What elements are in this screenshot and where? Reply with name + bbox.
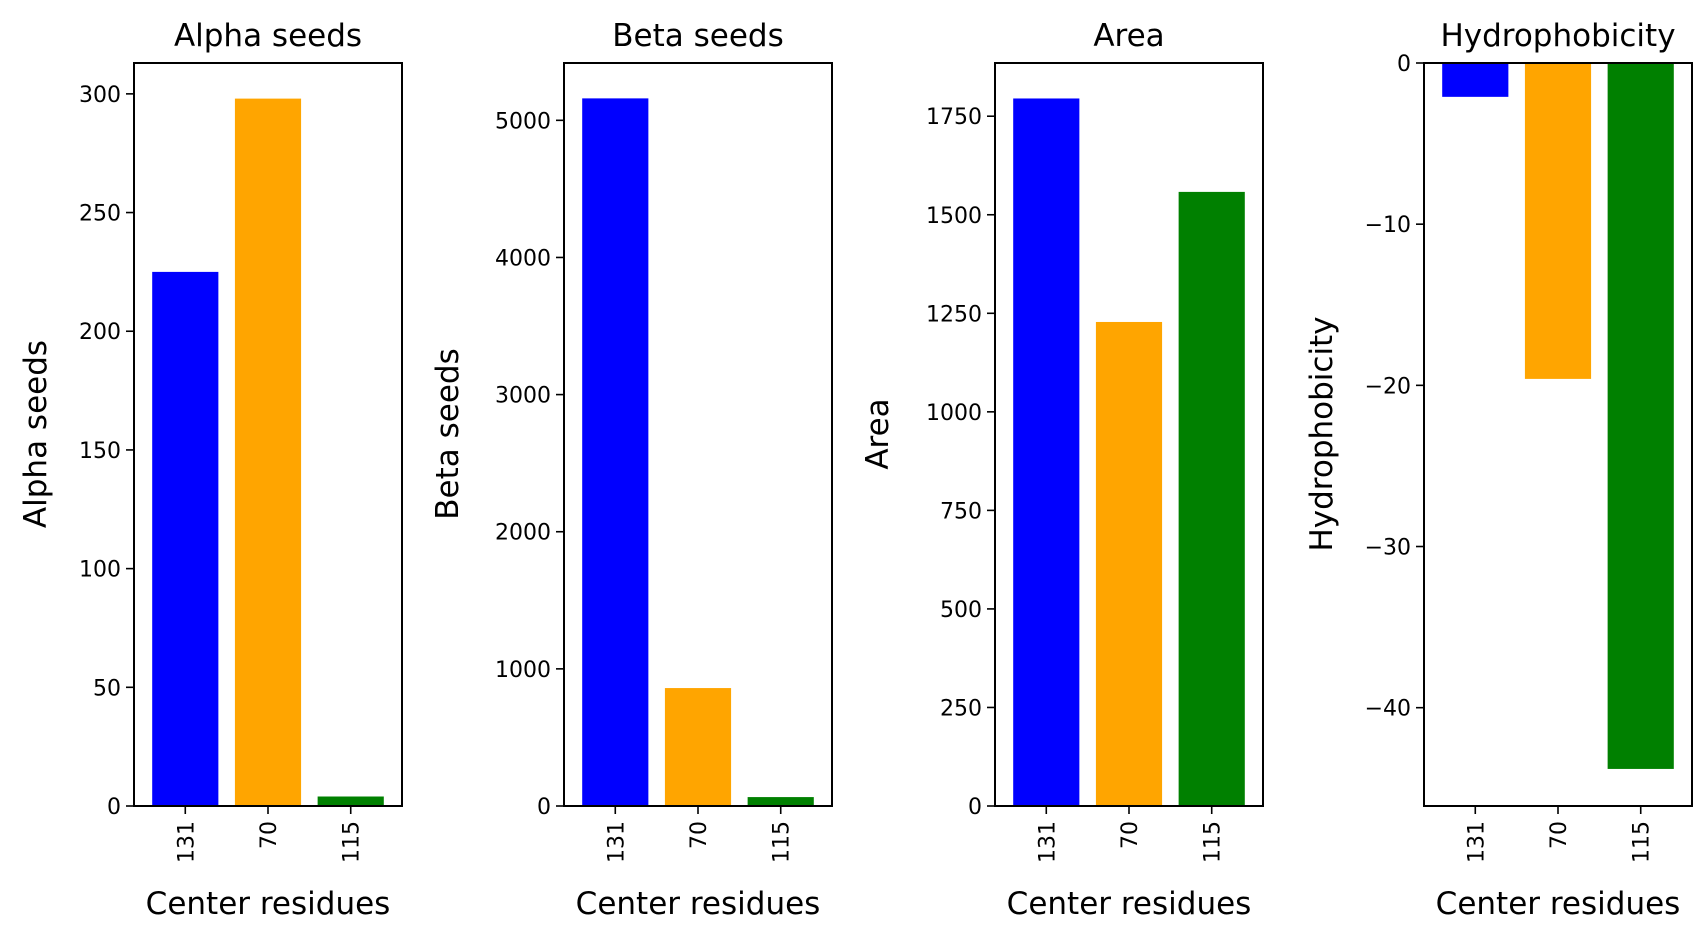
- y-tick-label: −10: [1365, 213, 1411, 238]
- x-axis-label: Center residues: [576, 886, 821, 922]
- subplot-title: Beta seeds: [612, 18, 783, 54]
- y-tick-label: 1750: [926, 105, 982, 130]
- x-tick-label: 115: [1201, 821, 1226, 863]
- y-tick-label: 1250: [926, 302, 982, 327]
- y-tick-label: 5000: [495, 109, 551, 134]
- x-axis-label: Center residues: [1007, 886, 1252, 922]
- y-tick-label: 0: [107, 795, 121, 820]
- bar-131: [582, 98, 649, 806]
- subplot-hydrophobicity: Hydrophobicity Hydrophobicity Center res…: [1304, 18, 1693, 922]
- y-axis-label: Alpha seeds: [18, 340, 54, 528]
- y-tick-label: 0: [537, 795, 551, 820]
- x-tick-label: 115: [770, 821, 795, 863]
- x-tick-label: 70: [257, 821, 282, 849]
- y-tick-label: 750: [940, 499, 982, 524]
- bar-131: [1442, 63, 1509, 97]
- bar-131: [1013, 98, 1080, 807]
- y-tick-label: −20: [1365, 374, 1411, 399]
- subplot-title: Area: [1093, 18, 1164, 54]
- y-tick-label: 300: [79, 83, 121, 108]
- y-tick-label: 1000: [926, 401, 982, 426]
- y-tick-label: 4000: [495, 246, 551, 271]
- bar-115: [317, 796, 384, 806]
- x-tick-label: 70: [687, 821, 712, 849]
- y-axis-label: Area: [860, 398, 896, 469]
- bar-115: [747, 797, 814, 806]
- x-axis-label: Center residues: [146, 886, 391, 922]
- x-axis-label: Center residues: [1436, 886, 1681, 922]
- bar-70: [664, 688, 732, 806]
- y-tick-label: 0: [1397, 52, 1411, 77]
- subplot-title: Hydrophobicity: [1440, 18, 1675, 54]
- bar-131: [152, 271, 219, 807]
- y-tick-label: 100: [79, 558, 121, 583]
- bar-70: [234, 98, 302, 806]
- y-tick-label: 1500: [926, 204, 982, 229]
- y-axis-label: Hydrophobicity: [1304, 316, 1340, 551]
- y-axis-label: Beta seeds: [430, 348, 466, 519]
- subplot-area: Area Area Center residues 0 250 500 750 1000…: [860, 18, 1264, 922]
- x-tick-label: 70: [1118, 821, 1143, 849]
- bar-70: [1524, 63, 1592, 379]
- y-tick-label: 2000: [495, 521, 551, 546]
- y-tick-label: 3000: [495, 384, 551, 409]
- y-tick-label: 0: [968, 795, 982, 820]
- bar-70: [1095, 321, 1163, 806]
- x-tick-label: 131: [1035, 821, 1060, 863]
- y-tick-label: −40: [1365, 697, 1411, 722]
- subplot-title: Alpha seeds: [174, 18, 362, 54]
- x-tick-label: 115: [340, 821, 365, 863]
- y-tick-label: 500: [940, 598, 982, 623]
- bar-115: [1607, 63, 1674, 769]
- x-tick-label: 131: [174, 821, 199, 863]
- x-tick-label: 70: [1547, 821, 1572, 849]
- x-tick-label: 131: [1464, 821, 1489, 863]
- x-tick-label: 115: [1630, 821, 1655, 863]
- y-tick-label: −30: [1365, 536, 1411, 561]
- y-tick-label: 150: [79, 439, 121, 464]
- subplot-beta-seeds: Beta seeds Beta seeds Center residues 0 1…: [430, 18, 833, 922]
- y-tick-label: 50: [93, 676, 121, 701]
- bar-115: [1178, 191, 1245, 806]
- subplot-alpha-seeds: Alpha seeds Alpha seeds Center residues …: [18, 18, 403, 922]
- x-tick-label: 131: [604, 821, 629, 863]
- y-tick-label: 1000: [495, 658, 551, 683]
- y-tick-label: 250: [79, 202, 121, 227]
- y-tick-label: 250: [940, 696, 982, 721]
- y-tick-label: 200: [79, 320, 121, 345]
